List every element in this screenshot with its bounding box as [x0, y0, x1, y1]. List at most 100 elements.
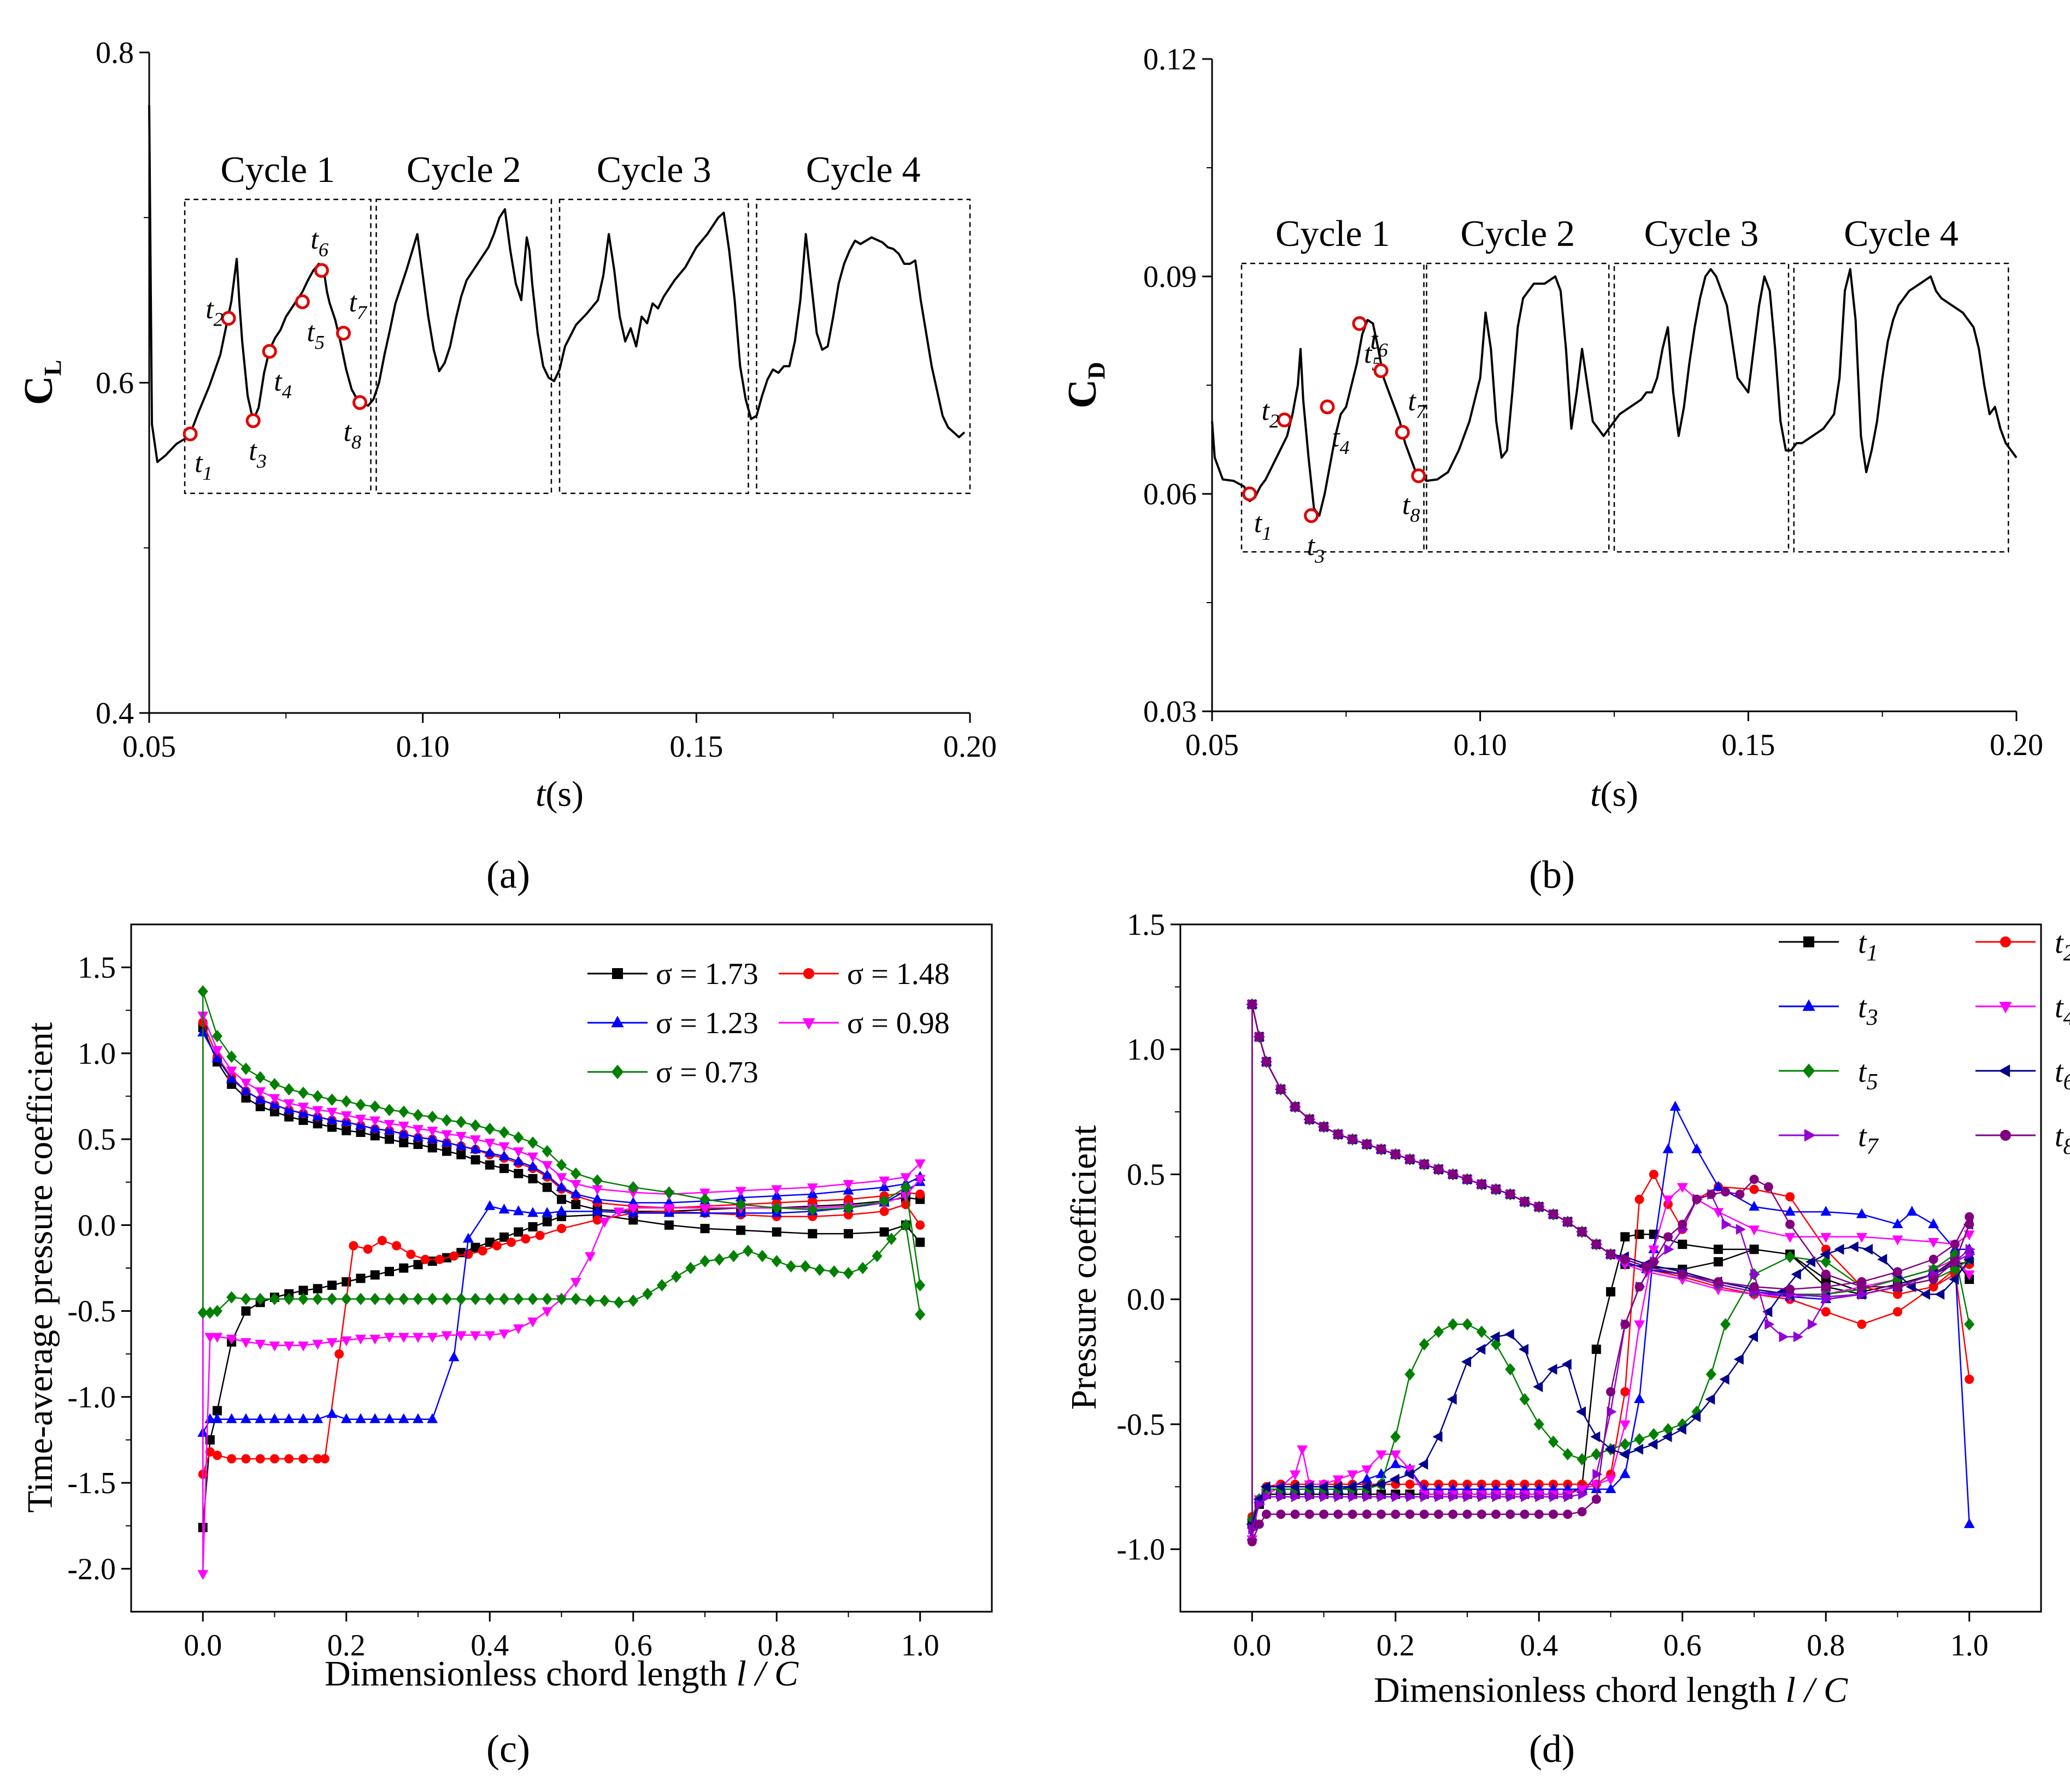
data-point	[1662, 1143, 1674, 1153]
data-point	[1965, 1219, 1974, 1229]
data-point	[1820, 1233, 1832, 1243]
data-point	[1678, 1240, 1687, 1249]
data-point	[385, 1134, 394, 1144]
data-point	[1290, 1102, 1300, 1112]
data-point	[1549, 1510, 1558, 1519]
data-point	[1785, 1192, 1795, 1202]
data-point	[1793, 1331, 1803, 1342]
data-point	[1856, 1208, 1867, 1218]
data-point	[1363, 1491, 1373, 1502]
data-point	[498, 1293, 510, 1305]
data-point	[269, 1341, 280, 1352]
data-point	[499, 1232, 509, 1242]
data-point	[1713, 1277, 1723, 1287]
x-tick-label: 1.0	[901, 1629, 939, 1663]
legend-label: σ = 0.73	[656, 1056, 758, 1089]
x-tick-label: 0.2	[327, 1629, 366, 1663]
data-point	[349, 1241, 358, 1251]
data-point	[743, 1245, 754, 1257]
data-point	[1857, 1289, 1868, 1300]
data-point	[570, 1180, 581, 1190]
data-point	[484, 1122, 495, 1135]
data-point	[1713, 1257, 1723, 1267]
data-point	[269, 1413, 280, 1423]
data-point	[1563, 1510, 1573, 1519]
data-point	[384, 1119, 395, 1130]
data-point	[1535, 1491, 1545, 1502]
time-point-marker	[245, 413, 261, 428]
time-point-marker	[1373, 363, 1389, 378]
data-point	[1403, 1469, 1414, 1480]
x-tick-label: 0.15	[669, 730, 723, 764]
data-point	[1247, 1537, 1257, 1547]
data-point	[1297, 1445, 1308, 1455]
data-point	[556, 1293, 567, 1305]
cycle-box	[184, 198, 372, 494]
data-point	[1492, 1491, 1502, 1502]
data-point	[255, 1087, 266, 1098]
data-point	[1390, 1450, 1401, 1460]
data-point	[399, 1263, 409, 1273]
x-axis-title: Dimensionless chord length l / C	[1374, 1670, 1848, 1710]
y-tick-label: -0.5	[1116, 1408, 1165, 1442]
data-point	[699, 1255, 710, 1268]
data-point	[255, 1454, 265, 1464]
chart-b: 0.05 0.10 0.15 0.20 0.03 0.06 0.09 0.12 t(s) CD Cy…	[1060, 43, 2043, 814]
data-point	[369, 1116, 381, 1127]
data-point	[1821, 1282, 1831, 1292]
data-point	[1419, 1510, 1429, 1519]
data-point	[535, 1230, 545, 1240]
data-point	[1346, 1481, 1356, 1493]
data-point	[1856, 1233, 1867, 1243]
time-point-label: t7	[1408, 386, 1426, 422]
data-point	[470, 1331, 481, 1341]
data-point	[879, 1227, 889, 1237]
data-point	[1290, 1510, 1300, 1519]
data-point	[326, 1408, 338, 1418]
data-point	[1347, 1470, 1358, 1481]
data-point	[844, 1229, 853, 1239]
data-point	[1519, 1393, 1530, 1406]
data-point	[1405, 1479, 1415, 1489]
legend: t1 t2 t3 t4 t5 t6 t7 t8	[1779, 926, 2070, 1159]
data-point	[1462, 1175, 1472, 1184]
data-point	[226, 1066, 237, 1077]
data-point	[1390, 1430, 1401, 1443]
legend-label: t2	[2055, 926, 2070, 966]
data-point	[1748, 1331, 1758, 1342]
data-point	[413, 1109, 424, 1122]
data-point	[1448, 1318, 1459, 1331]
data-point	[427, 1110, 438, 1123]
time-point-marker	[1242, 486, 1257, 502]
data-point	[1491, 1510, 1501, 1519]
data-point	[542, 1161, 553, 1171]
data-point	[556, 1173, 567, 1183]
data-point	[363, 1244, 373, 1254]
x-tick-label: 0.20	[943, 730, 997, 764]
x-axis-title: Dimensionless chord length l / C	[325, 1654, 799, 1694]
data-point	[413, 1125, 424, 1135]
data-point	[1276, 1084, 1286, 1094]
data-point	[1349, 1491, 1359, 1502]
legend-marker	[803, 968, 814, 979]
data-point	[1476, 1325, 1487, 1338]
data-point	[456, 1293, 467, 1305]
data-point	[355, 1098, 366, 1111]
data-point	[1449, 1491, 1459, 1502]
cycle-box	[1426, 262, 1610, 553]
data-point	[1779, 1331, 1789, 1342]
data-point	[427, 1413, 438, 1423]
data-point	[1749, 1184, 1759, 1194]
data-point	[384, 1293, 395, 1305]
data-point	[1575, 1406, 1586, 1417]
legend-label: t3	[1858, 991, 1878, 1030]
data-point	[341, 1095, 352, 1108]
data-point	[1477, 1510, 1486, 1519]
y-tick-label: 1.5	[1127, 908, 1165, 942]
y-tick-label: -2.0	[67, 1552, 116, 1586]
data-point	[370, 1270, 380, 1280]
data-point	[886, 1233, 897, 1245]
data-point	[1765, 1318, 1775, 1330]
data-point	[1391, 1510, 1401, 1519]
data-point	[1432, 1431, 1443, 1442]
